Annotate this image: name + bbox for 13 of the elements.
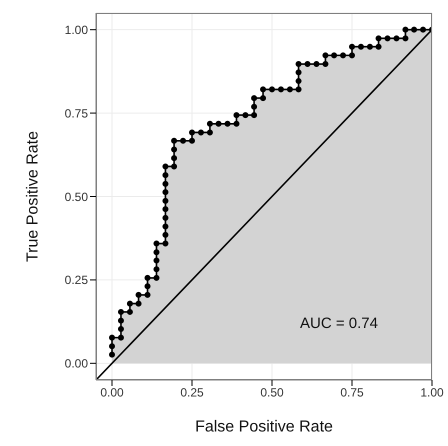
- y-tick-label: 0.25: [64, 273, 88, 288]
- x-tick-label: 1.00: [420, 386, 444, 400]
- x-tick-label: 0.50: [260, 386, 284, 400]
- x-tick-label: 0.25: [180, 386, 204, 400]
- y-axis-title: True Positive Rate: [24, 130, 42, 262]
- y-tick-label: 0.75: [64, 106, 88, 120]
- annotation: AUC = 0.74: [300, 315, 378, 332]
- y-tick-label: 1.00: [64, 22, 88, 37]
- y-tick-label: 0.00: [64, 356, 88, 371]
- y-tick-label: 0.50: [64, 190, 88, 204]
- x-axis-title: False Positive Rate: [195, 418, 334, 436]
- x-tick-label: 0.00: [100, 386, 124, 400]
- x-tick-label: 0.75: [340, 386, 364, 400]
